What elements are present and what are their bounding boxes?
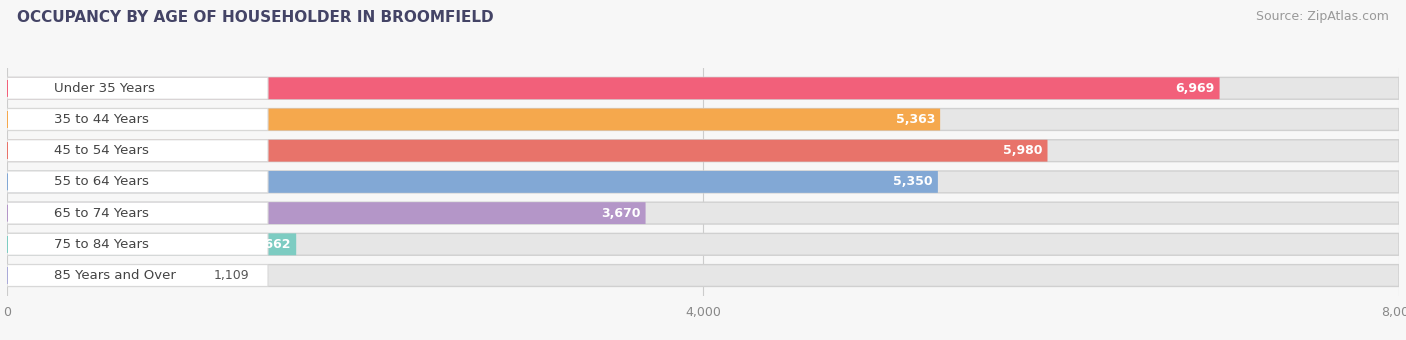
Text: 45 to 54 Years: 45 to 54 Years: [53, 144, 149, 157]
FancyBboxPatch shape: [7, 140, 1047, 161]
Text: 5,363: 5,363: [896, 113, 935, 126]
FancyBboxPatch shape: [7, 202, 1399, 224]
Text: 35 to 44 Years: 35 to 44 Years: [53, 113, 149, 126]
FancyBboxPatch shape: [7, 265, 1399, 286]
FancyBboxPatch shape: [7, 78, 269, 99]
Text: 55 to 64 Years: 55 to 64 Years: [53, 175, 149, 188]
FancyBboxPatch shape: [7, 171, 938, 193]
FancyBboxPatch shape: [7, 78, 1399, 99]
FancyBboxPatch shape: [7, 233, 297, 255]
FancyBboxPatch shape: [7, 202, 645, 224]
FancyBboxPatch shape: [7, 108, 941, 131]
FancyBboxPatch shape: [7, 233, 1399, 255]
FancyBboxPatch shape: [7, 265, 200, 286]
FancyBboxPatch shape: [7, 171, 1399, 193]
Text: OCCUPANCY BY AGE OF HOUSEHOLDER IN BROOMFIELD: OCCUPANCY BY AGE OF HOUSEHOLDER IN BROOM…: [17, 10, 494, 25]
FancyBboxPatch shape: [7, 171, 269, 193]
FancyBboxPatch shape: [7, 108, 1399, 131]
FancyBboxPatch shape: [7, 140, 1399, 161]
FancyBboxPatch shape: [7, 78, 1219, 99]
Text: 6,969: 6,969: [1175, 82, 1215, 95]
Text: 3,670: 3,670: [600, 207, 640, 220]
FancyBboxPatch shape: [7, 108, 269, 131]
Text: 1,662: 1,662: [252, 238, 291, 251]
FancyBboxPatch shape: [7, 265, 269, 286]
FancyBboxPatch shape: [7, 233, 269, 255]
Text: Source: ZipAtlas.com: Source: ZipAtlas.com: [1256, 10, 1389, 23]
Text: 65 to 74 Years: 65 to 74 Years: [53, 207, 149, 220]
Text: 1,109: 1,109: [214, 269, 249, 282]
FancyBboxPatch shape: [7, 202, 269, 224]
Text: 85 Years and Over: 85 Years and Over: [53, 269, 176, 282]
FancyBboxPatch shape: [7, 140, 269, 161]
Text: Under 35 Years: Under 35 Years: [53, 82, 155, 95]
Text: 75 to 84 Years: 75 to 84 Years: [53, 238, 149, 251]
Text: 5,980: 5,980: [1002, 144, 1042, 157]
Text: 5,350: 5,350: [893, 175, 932, 188]
